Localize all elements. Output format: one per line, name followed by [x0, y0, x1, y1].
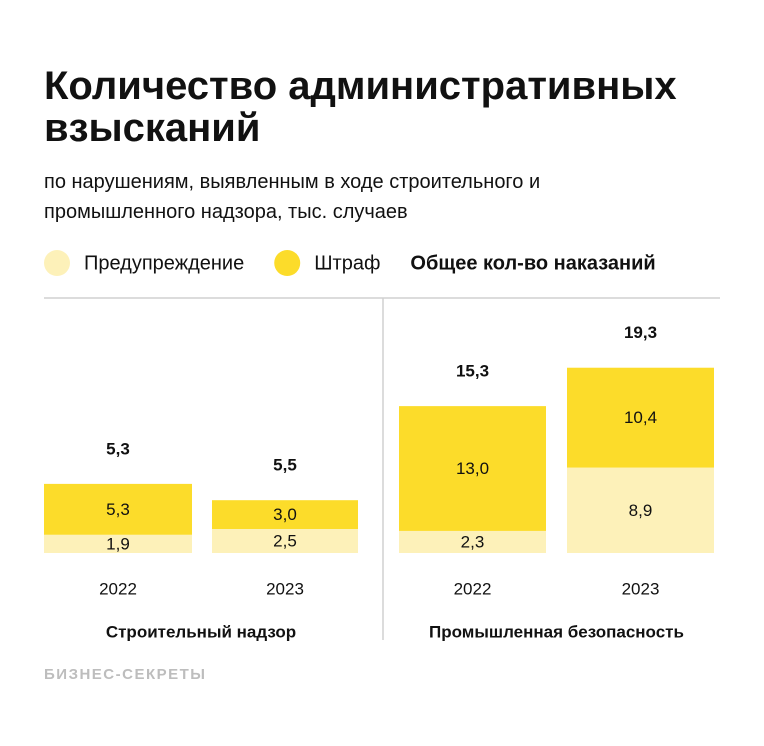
total-label: 5,5 — [273, 456, 297, 475]
total-label: 19,3 — [624, 323, 657, 342]
total-label: 5,3 — [106, 439, 130, 458]
total-label: 15,3 — [456, 362, 489, 381]
value-label: 3,0 — [273, 505, 297, 524]
bar-segment — [399, 406, 546, 531]
bar-segment — [44, 534, 192, 553]
group-label: Промышленная безопасность — [429, 622, 684, 641]
bar-segment — [399, 530, 546, 553]
value-label: 5,3 — [106, 500, 130, 519]
bar-segment — [567, 467, 714, 553]
legend-swatch — [44, 250, 70, 276]
value-label: 2,5 — [273, 531, 297, 550]
bar-segment — [212, 500, 358, 529]
value-label: 10,4 — [624, 408, 657, 427]
value-label: 13,0 — [456, 459, 489, 478]
value-label: 1,9 — [106, 534, 130, 553]
group-label: Строительный надзор — [106, 622, 296, 641]
chart-title: Количество административных взысканий — [44, 64, 677, 150]
value-label: 8,9 — [629, 501, 653, 520]
x-tick-label: 2023 — [622, 579, 660, 598]
bar-segment — [567, 367, 714, 468]
chart-subtitle: по нарушениям, выявленным в ходе строите… — [44, 171, 540, 223]
value-label: 2,3 — [461, 532, 485, 551]
x-tick-label: 2023 — [266, 579, 304, 598]
legend-swatch — [274, 250, 301, 276]
bar-segment — [44, 483, 192, 535]
legend-label: Общее кол-во наказаний — [410, 252, 655, 274]
bar-segment — [212, 529, 358, 553]
source: БИЗНЕС-СЕКРЕТЫ — [44, 666, 206, 683]
legend-label: Предупреждение — [84, 252, 244, 274]
x-tick-label: 2022 — [99, 579, 137, 598]
x-tick-label: 2022 — [454, 579, 492, 598]
legend-label: Штраф — [314, 252, 380, 274]
